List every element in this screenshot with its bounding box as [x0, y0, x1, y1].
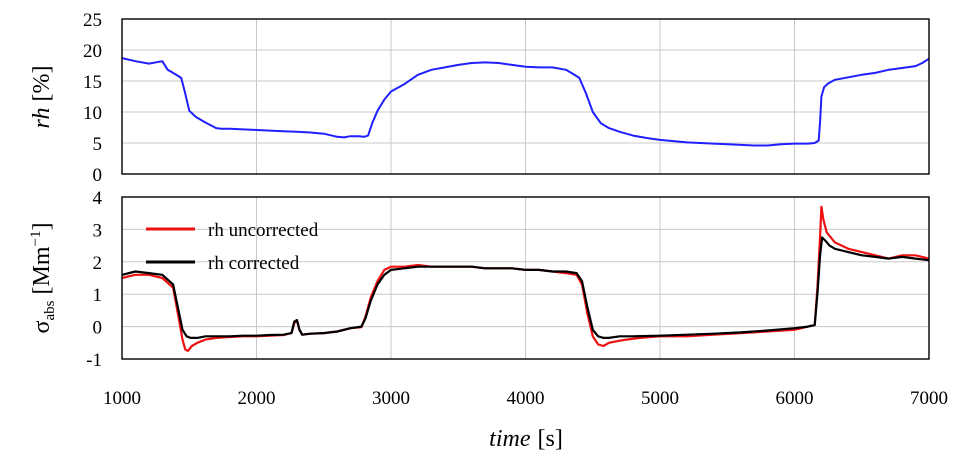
rh-y-tick-label: 5 — [93, 134, 103, 155]
x-axis-title: time [s] — [489, 426, 563, 452]
sigma-unit-exponent: −1 — [28, 231, 44, 247]
x-axis-unit: [s] — [538, 426, 563, 452]
x-tick-label: 6000 — [776, 388, 814, 409]
rh-y-axis-unit: [%] — [29, 66, 55, 102]
legend-label-rh-uncorrected: rh uncorrected — [208, 220, 319, 241]
series-line-rh-corrected — [121, 236, 930, 339]
rh-y-axis-title: rh [%] — [29, 66, 55, 129]
x-tick-label: 2000 — [238, 388, 276, 409]
sigma-unit-end: ] — [29, 223, 55, 231]
sigma-symbol: σ — [29, 320, 55, 333]
sigma-y-tick-label: 0 — [93, 318, 103, 339]
sigma-plot-frame — [121, 196, 930, 360]
x-tick-labels: 1000 2000 3000 4000 5000 6000 7000 — [103, 388, 948, 409]
sigma-y-tick-label: -1 — [86, 350, 102, 371]
sigma-y-tick-label: 2 — [93, 253, 103, 274]
rh-y-tick-label: 0 — [93, 165, 103, 186]
legend: rh uncorrected rh corrected — [146, 220, 319, 274]
x-tick-label: 4000 — [507, 388, 545, 409]
sigma-unit-start: [Mm — [29, 246, 55, 294]
rh-y-tick-label: 20 — [83, 41, 102, 62]
sigma-series-lines — [121, 205, 930, 352]
series-line-rh-0 — [121, 57, 930, 147]
sigma-y-tick-label: 1 — [93, 285, 103, 306]
legend-label-rh-corrected: rh corrected — [208, 253, 300, 274]
rh-y-tick-label: 25 — [83, 10, 102, 31]
x-axis-variable: time — [489, 426, 531, 452]
rh-y-tick-label: 10 — [83, 103, 102, 124]
x-tick-label: 1000 — [103, 388, 141, 409]
sigma-y-tick-label: 4 — [93, 188, 103, 209]
x-tick-label: 5000 — [641, 388, 679, 409]
x-tick-label: 3000 — [372, 388, 410, 409]
rh-panel: 0 5 10 15 20 25 rh [%] — [29, 10, 930, 186]
rh-plot-frame — [121, 18, 930, 175]
sigma-panel: -1 0 1 2 3 4 1000 2000 3000 4000 5000 6000 7000 rh … — [28, 188, 948, 452]
rh-y-axis-variable: rh — [29, 108, 55, 129]
rh-gridlines — [121, 18, 930, 175]
rh-y-tick-labels: 0 5 10 15 20 25 — [83, 10, 102, 186]
sigma-subscript: abs — [42, 300, 58, 320]
sigma-y-tick-labels: -1 0 1 2 3 4 — [86, 188, 102, 371]
rh-series-lines — [121, 57, 930, 147]
rh-y-tick-label: 15 — [83, 72, 102, 93]
sigma-y-axis-title: σabs [Mm−1] — [28, 223, 58, 334]
x-tick-label: 7000 — [910, 388, 948, 409]
sigma-y-tick-label: 3 — [93, 220, 103, 241]
